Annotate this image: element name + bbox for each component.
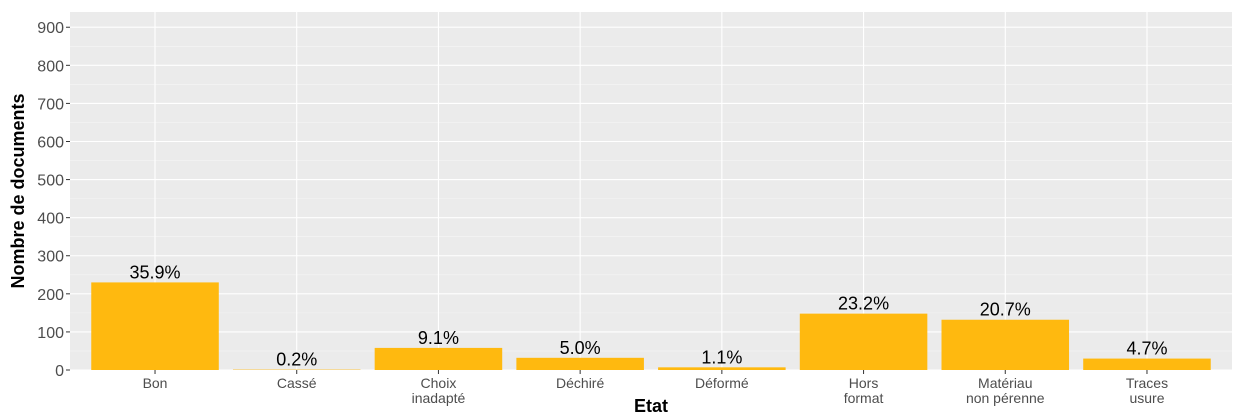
data-labels: 35.9% 0.2% 9.1% 5.0% 1.1% 23.2% 20.7% 4.7%	[130, 262, 1168, 369]
bar	[799, 313, 928, 370]
y-tick-label: 300	[37, 249, 64, 266]
y-tick-label: 0	[55, 363, 64, 380]
bar-data-label: 1.1%	[701, 347, 742, 367]
x-tick-label: inadapté	[412, 390, 466, 406]
y-tick-label: 400	[37, 211, 64, 228]
y-tick-label: 100	[37, 325, 64, 342]
x-tick-label: Déchiré	[556, 375, 604, 391]
bar	[1083, 358, 1211, 370]
bar-data-label: 4.7%	[1126, 339, 1167, 359]
y-tick-label: 500	[37, 173, 64, 190]
x-tick-label: Traces	[1126, 375, 1168, 391]
x-tick-label: Hors	[849, 375, 879, 391]
bar-data-label: 23.2%	[838, 294, 889, 314]
y-tick-label: 600	[37, 134, 64, 151]
bar	[374, 347, 503, 370]
x-tick-label: Bon	[143, 375, 168, 391]
x-axis-title: Etat	[634, 396, 668, 416]
plot-panel	[70, 12, 1232, 370]
y-axis: 0 100 200 300 400 500 600 700 800 900	[37, 20, 70, 380]
bar-data-label: 20.7%	[980, 300, 1031, 320]
bar	[941, 319, 1070, 370]
x-tick-label: Déformé	[695, 375, 749, 391]
y-axis-title: Nombre de documents	[8, 93, 28, 288]
x-tick-label: Matériau	[978, 375, 1032, 391]
x-tick-label: non pérenne	[966, 390, 1045, 406]
y-tick-label: 800	[37, 58, 64, 75]
x-tick-label: format	[844, 390, 884, 406]
x-tick-label: Choix	[421, 375, 457, 391]
bar-data-label: 0.2%	[276, 350, 317, 370]
bar	[658, 367, 786, 370]
x-tick-label: usure	[1129, 390, 1164, 406]
bar	[91, 282, 219, 370]
x-tick-label: Cassé	[277, 375, 317, 391]
bar-data-label: 9.1%	[418, 328, 459, 348]
bars	[91, 282, 1211, 370]
y-tick-label: 700	[37, 96, 64, 113]
bar	[516, 357, 644, 370]
bar-data-label: 5.0%	[560, 338, 601, 358]
y-tick-label: 200	[37, 287, 64, 304]
y-tick-label: 900	[37, 20, 64, 37]
bar-data-label: 35.9%	[130, 262, 181, 282]
